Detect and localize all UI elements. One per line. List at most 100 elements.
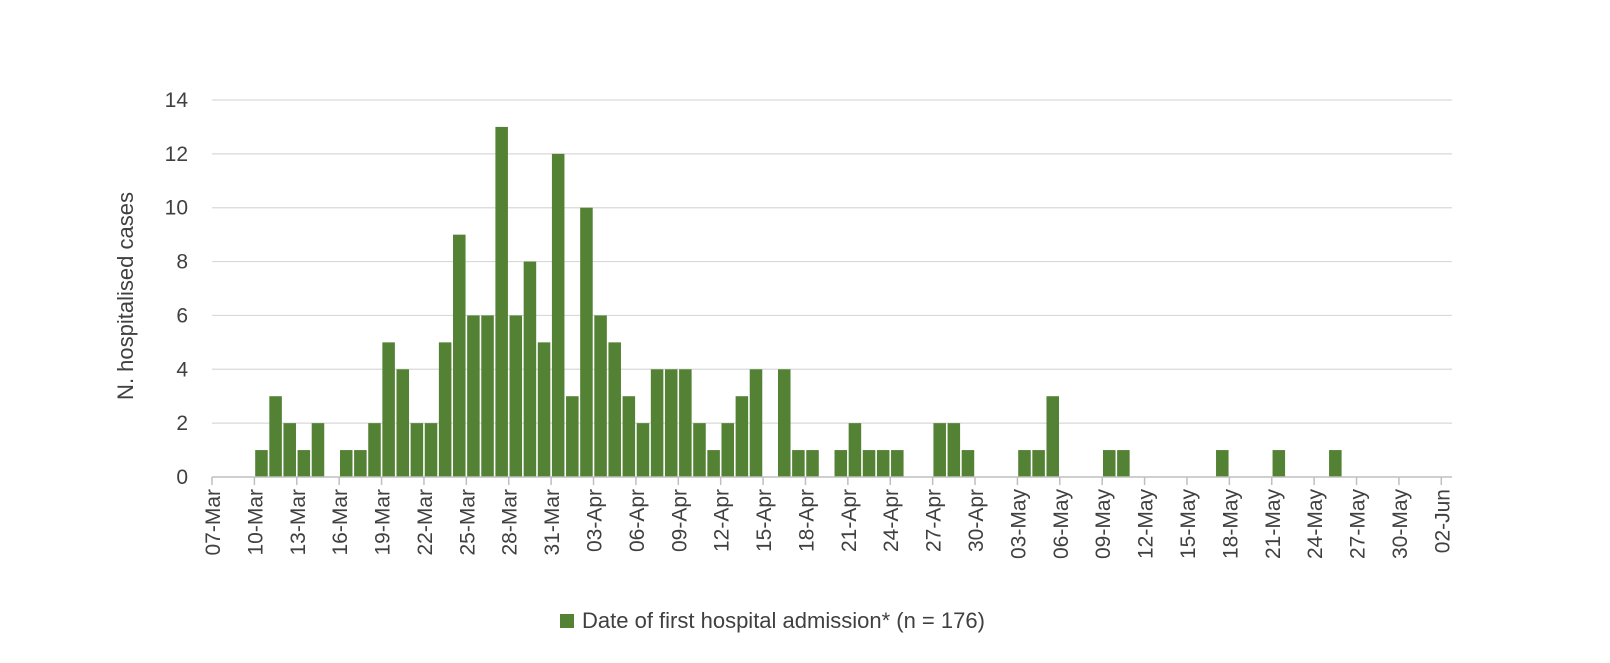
bar bbox=[551, 153, 565, 477]
bar bbox=[622, 396, 636, 477]
bar bbox=[947, 423, 961, 477]
bar bbox=[1018, 450, 1031, 477]
bar bbox=[806, 450, 819, 477]
y-axis-label: N. hospitalised cases bbox=[113, 192, 138, 400]
bar bbox=[1216, 450, 1229, 477]
x-tick-label: 09-Apr bbox=[668, 489, 691, 552]
bar bbox=[311, 423, 325, 477]
bar bbox=[778, 369, 791, 477]
x-tick-labels: 07-Mar 10-Mar 13-Mar 16-Mar 19-Mar 22-Mar 25-M… bbox=[202, 489, 1454, 560]
bar bbox=[792, 450, 805, 477]
bar bbox=[339, 450, 353, 477]
x-tick-label: 19-Mar bbox=[372, 489, 395, 556]
y-tick-label: 0 bbox=[176, 466, 188, 489]
y-tick-label: 14 bbox=[165, 89, 189, 112]
x-tick-label: 03-Apr bbox=[584, 489, 607, 552]
x-tick-label: 16-Mar bbox=[329, 489, 352, 556]
bar bbox=[255, 450, 268, 477]
x-tick-label: 25-Mar bbox=[456, 489, 479, 556]
bar bbox=[721, 423, 735, 477]
bar bbox=[537, 342, 551, 477]
y-tick-label: 6 bbox=[176, 304, 188, 327]
x-tick-label: 15-May bbox=[1177, 489, 1200, 560]
bar bbox=[509, 315, 523, 477]
bar bbox=[269, 396, 282, 477]
x-tick-label: 22-Mar bbox=[414, 489, 437, 556]
bar bbox=[297, 450, 311, 477]
bar bbox=[679, 369, 692, 477]
x-tick-label: 03-May bbox=[1007, 489, 1030, 560]
bar bbox=[467, 315, 480, 477]
x-tick-label: 30-May bbox=[1389, 489, 1412, 560]
bar bbox=[396, 369, 410, 477]
x-tick-label: 24-Apr bbox=[880, 489, 903, 552]
bar bbox=[495, 126, 508, 477]
bar bbox=[1272, 450, 1286, 477]
x-tick-label: 21-May bbox=[1262, 489, 1285, 560]
bar bbox=[481, 315, 494, 477]
bar bbox=[848, 423, 862, 477]
x-tick-label: 21-Apr bbox=[838, 489, 861, 552]
x-tick-label: 27-Apr bbox=[923, 489, 946, 552]
bar bbox=[862, 450, 876, 477]
bar bbox=[424, 423, 438, 477]
legend-swatch bbox=[560, 614, 574, 628]
bars bbox=[255, 126, 1342, 477]
y-tick-label: 10 bbox=[165, 197, 188, 220]
x-tick-label: 18-Apr bbox=[795, 489, 818, 552]
x-tick-label: 06-Apr bbox=[626, 489, 649, 552]
x-tick-label: 28-Mar bbox=[499, 489, 522, 556]
bar bbox=[735, 396, 749, 477]
grid-lines bbox=[212, 99, 1452, 424]
bar bbox=[566, 396, 579, 477]
y-tick-label: 8 bbox=[176, 251, 188, 274]
y-tick-label: 2 bbox=[176, 412, 188, 435]
bar bbox=[664, 369, 678, 477]
bar bbox=[636, 423, 650, 477]
bar bbox=[608, 342, 621, 477]
y-tick-label: 12 bbox=[165, 143, 188, 166]
bar bbox=[693, 423, 706, 477]
bar bbox=[453, 234, 466, 477]
bar bbox=[834, 450, 848, 477]
x-tick-label: 27-May bbox=[1347, 489, 1370, 560]
bar bbox=[1329, 450, 1342, 477]
bar bbox=[354, 450, 367, 477]
bar bbox=[1117, 450, 1130, 477]
x-tick-label: 09-May bbox=[1092, 489, 1115, 560]
x-tick-label: 06-May bbox=[1050, 489, 1073, 560]
bar bbox=[749, 369, 763, 477]
bar bbox=[961, 450, 975, 477]
bar bbox=[1032, 450, 1045, 477]
bar bbox=[410, 423, 424, 477]
bar bbox=[382, 342, 395, 477]
x-tick-label: 12-May bbox=[1135, 489, 1158, 560]
bar bbox=[933, 423, 946, 477]
bar bbox=[1046, 396, 1059, 477]
bar bbox=[438, 342, 452, 477]
x-tick-label: 15-Apr bbox=[753, 489, 776, 552]
legend: Date of first hospital admission* (n = 1… bbox=[560, 608, 985, 634]
y-tick-label: 4 bbox=[176, 358, 188, 381]
x-tick-label: 30-Apr bbox=[965, 489, 988, 552]
bar bbox=[368, 423, 381, 477]
bar bbox=[891, 450, 904, 477]
x-tick-label: 12-Apr bbox=[711, 489, 734, 552]
x-tick-label: 18-May bbox=[1219, 489, 1242, 560]
x-tick-label: 02-Jun bbox=[1431, 489, 1454, 553]
bar bbox=[523, 261, 537, 477]
bar bbox=[594, 315, 607, 477]
x-tick-label: 13-Mar bbox=[287, 489, 310, 556]
bar bbox=[876, 450, 890, 477]
y-axis: 0 2 4 6 8 10 12 14 bbox=[165, 89, 189, 489]
x-tick-label: 07-Mar bbox=[202, 489, 225, 556]
bar bbox=[580, 207, 593, 477]
x-axis bbox=[211, 476, 1452, 485]
x-tick-label: 24-May bbox=[1304, 489, 1327, 560]
bar bbox=[707, 450, 720, 477]
legend-label: Date of first hospital admission* (n = 1… bbox=[582, 608, 985, 633]
x-tick-label: 31-Mar bbox=[541, 489, 564, 556]
bar bbox=[650, 369, 664, 477]
x-tick-label: 10-Mar bbox=[244, 489, 267, 556]
